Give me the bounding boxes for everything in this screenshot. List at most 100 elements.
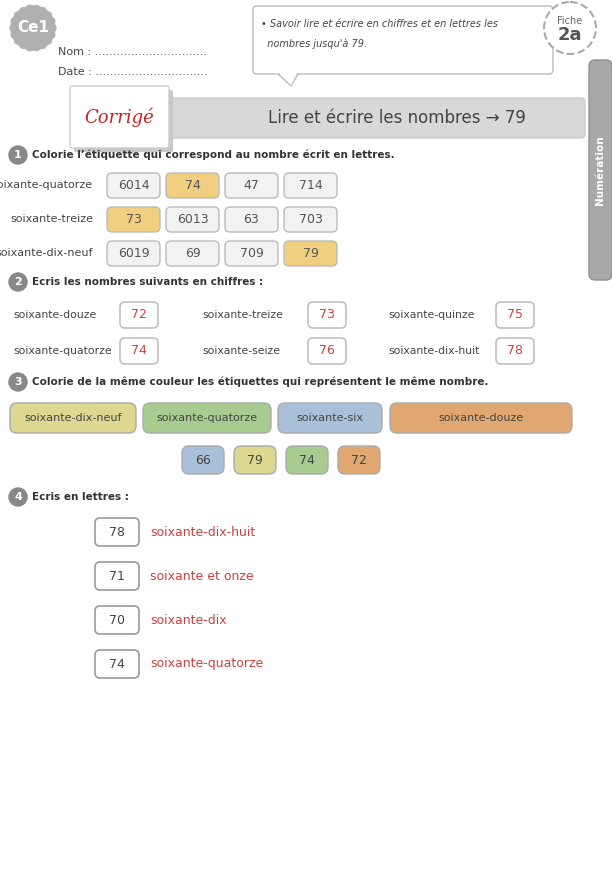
FancyBboxPatch shape: [225, 241, 278, 266]
Text: 714: 714: [299, 179, 323, 192]
Text: 703: 703: [299, 213, 323, 226]
Text: 78: 78: [507, 344, 523, 357]
Circle shape: [49, 18, 55, 24]
Circle shape: [50, 25, 56, 31]
Circle shape: [9, 373, 27, 391]
FancyBboxPatch shape: [234, 446, 276, 474]
Circle shape: [9, 488, 27, 506]
Text: 75: 75: [507, 308, 523, 322]
FancyBboxPatch shape: [286, 446, 328, 474]
Text: 2a: 2a: [558, 26, 582, 44]
Text: 66: 66: [195, 454, 211, 467]
Text: soixante-quatorze: soixante-quatorze: [0, 181, 93, 190]
FancyBboxPatch shape: [284, 241, 337, 266]
Text: Ecris les nombres suivants en chiffres :: Ecris les nombres suivants en chiffres :: [32, 277, 263, 287]
Text: 4: 4: [14, 492, 22, 502]
Circle shape: [11, 6, 55, 50]
Text: 6014: 6014: [118, 179, 149, 192]
Circle shape: [40, 43, 46, 49]
Text: 6019: 6019: [118, 247, 149, 260]
Circle shape: [20, 8, 26, 14]
Text: Lire et écrire les nombres → 79: Lire et écrire les nombres → 79: [267, 109, 526, 127]
Text: 72: 72: [131, 308, 147, 322]
Text: soixante-seize: soixante-seize: [202, 346, 280, 356]
FancyBboxPatch shape: [284, 173, 337, 198]
Text: 709: 709: [239, 247, 263, 260]
Text: nombres jusqu'à 79.: nombres jusqu'à 79.: [261, 39, 367, 50]
Text: soixante-quatorze: soixante-quatorze: [150, 658, 263, 671]
FancyBboxPatch shape: [107, 173, 160, 198]
FancyBboxPatch shape: [284, 207, 337, 232]
Text: 63: 63: [244, 213, 259, 226]
Text: soixante-quinze: soixante-quinze: [388, 310, 474, 320]
Text: soixante-treize: soixante-treize: [202, 310, 283, 320]
Polygon shape: [279, 73, 297, 85]
FancyBboxPatch shape: [166, 241, 219, 266]
FancyBboxPatch shape: [166, 207, 219, 232]
FancyBboxPatch shape: [308, 302, 346, 328]
Text: 78: 78: [109, 526, 125, 539]
Circle shape: [9, 273, 27, 291]
Circle shape: [544, 2, 596, 54]
Text: 79: 79: [247, 454, 263, 467]
Text: 71: 71: [109, 569, 125, 582]
Circle shape: [45, 38, 51, 43]
Text: 72: 72: [351, 454, 367, 467]
Text: Fiche: Fiche: [558, 16, 583, 26]
Text: 74: 74: [131, 344, 147, 357]
FancyBboxPatch shape: [107, 207, 160, 232]
Text: Colorie de la même couleur les étiquettes qui représentent le même nombre.: Colorie de la même couleur les étiquette…: [32, 377, 488, 388]
Text: soixante-dix-huit: soixante-dix-huit: [150, 526, 255, 539]
FancyBboxPatch shape: [95, 606, 139, 634]
Text: • Savoir lire et écrire en chiffres et en lettres les: • Savoir lire et écrire en chiffres et e…: [261, 19, 498, 29]
Text: 6013: 6013: [177, 213, 208, 226]
Text: soixante et onze: soixante et onze: [150, 569, 253, 582]
Text: Corrigé: Corrigé: [84, 107, 154, 127]
Text: soixante-dix-huit: soixante-dix-huit: [388, 346, 479, 356]
Circle shape: [11, 18, 17, 24]
FancyBboxPatch shape: [95, 562, 139, 590]
Text: 70: 70: [109, 614, 125, 627]
Text: Nom : ...............................: Nom : ...............................: [58, 47, 207, 57]
FancyBboxPatch shape: [120, 302, 158, 328]
Text: soixante-douze: soixante-douze: [438, 413, 524, 423]
FancyBboxPatch shape: [278, 403, 382, 433]
Circle shape: [40, 8, 46, 14]
Text: 74: 74: [299, 454, 315, 467]
FancyBboxPatch shape: [143, 403, 271, 433]
Circle shape: [45, 12, 51, 18]
Text: Colorie l’étiquette qui correspond au nombre écrit en lettres.: Colorie l’étiquette qui correspond au no…: [32, 149, 395, 160]
Text: 3: 3: [14, 377, 22, 387]
FancyBboxPatch shape: [589, 60, 612, 280]
Text: soixante-quatorze: soixante-quatorze: [157, 413, 258, 423]
Text: Numération: Numération: [595, 136, 605, 205]
FancyBboxPatch shape: [225, 173, 278, 198]
FancyBboxPatch shape: [182, 446, 224, 474]
Circle shape: [20, 43, 26, 49]
FancyBboxPatch shape: [338, 446, 380, 474]
Text: 74: 74: [185, 179, 201, 192]
Text: 1: 1: [14, 150, 22, 160]
FancyBboxPatch shape: [10, 403, 136, 433]
FancyBboxPatch shape: [148, 98, 585, 138]
FancyBboxPatch shape: [95, 650, 139, 678]
FancyBboxPatch shape: [496, 302, 534, 328]
Text: Ce1: Ce1: [17, 21, 49, 36]
Text: soixante-dix-neuf: soixante-dix-neuf: [24, 413, 122, 423]
FancyBboxPatch shape: [308, 338, 346, 364]
Circle shape: [15, 12, 21, 18]
Circle shape: [10, 25, 16, 31]
Circle shape: [11, 32, 17, 38]
Text: Ecris en lettres :: Ecris en lettres :: [32, 492, 129, 502]
Circle shape: [34, 5, 39, 11]
Text: soixante-dix: soixante-dix: [150, 614, 226, 627]
Text: 2: 2: [14, 277, 22, 287]
Text: 73: 73: [319, 308, 335, 322]
FancyBboxPatch shape: [225, 207, 278, 232]
Text: 69: 69: [185, 247, 200, 260]
FancyBboxPatch shape: [496, 338, 534, 364]
Text: soixante-treize: soixante-treize: [10, 215, 93, 224]
Text: Date : ...............................: Date : ...............................: [58, 67, 207, 77]
Circle shape: [9, 146, 27, 164]
Text: 76: 76: [319, 344, 335, 357]
